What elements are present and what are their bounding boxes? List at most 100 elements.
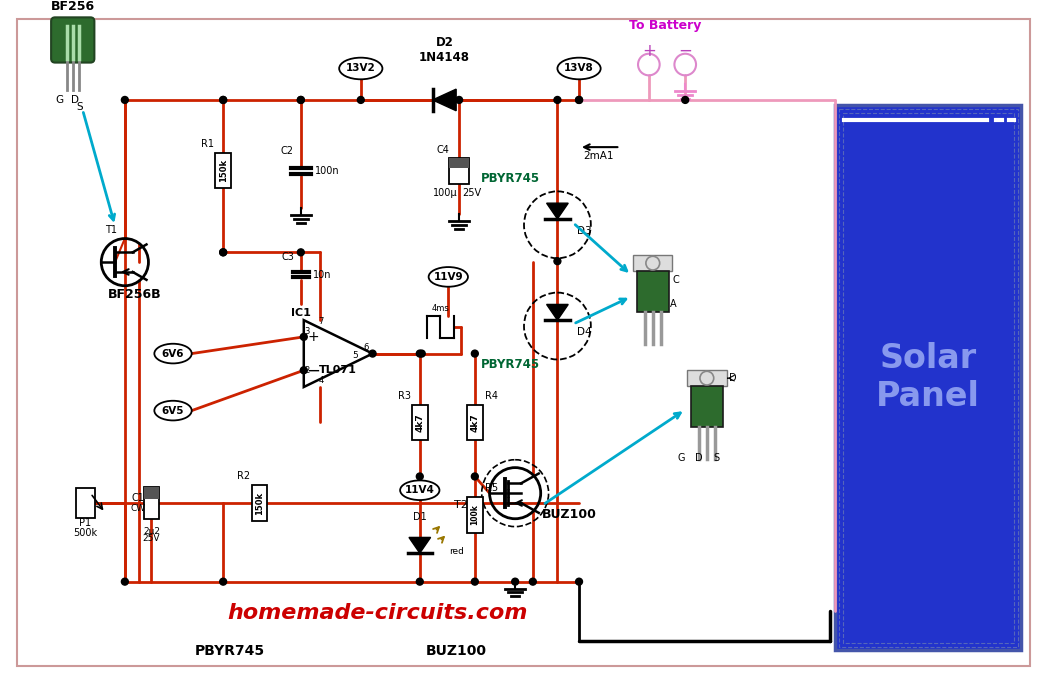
Text: 6V5: 6V5 xyxy=(162,405,184,416)
Text: 4ms: 4ms xyxy=(431,304,449,313)
Text: R2: R2 xyxy=(238,471,250,481)
Text: 25V: 25V xyxy=(462,188,482,199)
Ellipse shape xyxy=(154,401,192,420)
Circle shape xyxy=(121,96,129,103)
Circle shape xyxy=(300,334,307,340)
Text: 2μ2: 2μ2 xyxy=(142,527,160,536)
Text: P1: P1 xyxy=(80,517,91,527)
Bar xyxy=(449,158,469,184)
Polygon shape xyxy=(409,538,430,553)
Circle shape xyxy=(297,96,305,103)
Text: 10n: 10n xyxy=(313,270,331,280)
Polygon shape xyxy=(547,304,569,320)
Text: 2mA1: 2mA1 xyxy=(583,151,614,161)
Circle shape xyxy=(471,350,478,357)
Circle shape xyxy=(220,578,226,585)
Circle shape xyxy=(419,350,425,357)
Bar xyxy=(411,405,427,440)
Text: D: D xyxy=(71,95,79,105)
Text: 25V: 25V xyxy=(142,534,160,544)
Text: C1: C1 xyxy=(131,493,144,503)
Text: homemade-circuits.com: homemade-circuits.com xyxy=(227,603,528,623)
Circle shape xyxy=(300,367,307,374)
Text: BF256B: BF256B xyxy=(108,287,161,300)
Bar xyxy=(143,487,159,499)
Circle shape xyxy=(417,473,423,480)
Text: BUZ100: BUZ100 xyxy=(541,508,597,521)
Text: R4: R4 xyxy=(485,391,498,401)
Ellipse shape xyxy=(339,58,382,79)
Bar xyxy=(843,113,1013,643)
Circle shape xyxy=(512,578,518,585)
Circle shape xyxy=(220,96,226,103)
Bar xyxy=(839,108,1018,647)
Circle shape xyxy=(554,96,561,103)
Text: 4: 4 xyxy=(319,376,325,385)
Text: 100μ: 100μ xyxy=(432,188,458,199)
Circle shape xyxy=(682,96,689,103)
Ellipse shape xyxy=(400,481,440,500)
Text: 100n: 100n xyxy=(314,165,339,176)
FancyBboxPatch shape xyxy=(633,256,672,271)
Text: PBYR745: PBYR745 xyxy=(481,359,540,372)
Text: BUZ100: BUZ100 xyxy=(426,644,487,658)
Text: R5: R5 xyxy=(485,483,498,493)
Text: T2: T2 xyxy=(454,500,468,510)
Text: D1: D1 xyxy=(413,512,427,522)
Bar xyxy=(216,153,231,188)
Circle shape xyxy=(417,578,423,585)
Text: C2: C2 xyxy=(281,146,293,156)
Bar xyxy=(143,487,159,519)
Circle shape xyxy=(554,258,561,264)
Text: IC1: IC1 xyxy=(291,308,311,318)
Text: 13V2: 13V2 xyxy=(346,64,376,73)
Text: PBYR745: PBYR745 xyxy=(195,644,265,658)
Text: R3: R3 xyxy=(398,391,410,401)
Text: 2: 2 xyxy=(304,366,309,375)
Bar xyxy=(467,497,483,532)
Circle shape xyxy=(471,578,478,585)
Text: 4k7: 4k7 xyxy=(470,413,480,432)
Bar xyxy=(637,271,668,313)
Ellipse shape xyxy=(428,267,468,287)
Circle shape xyxy=(121,578,129,585)
Text: D2: D2 xyxy=(436,36,453,49)
Text: 150k: 150k xyxy=(255,492,264,515)
Text: 100k: 100k xyxy=(470,504,480,525)
Bar xyxy=(251,485,267,521)
Circle shape xyxy=(220,96,226,103)
Text: +: + xyxy=(308,330,319,344)
Circle shape xyxy=(576,578,582,585)
Bar xyxy=(834,105,1022,650)
Text: 3: 3 xyxy=(304,327,310,336)
Text: PBYR745: PBYR745 xyxy=(481,172,540,184)
Text: A: A xyxy=(669,300,676,309)
Text: 500k: 500k xyxy=(73,528,97,538)
FancyBboxPatch shape xyxy=(687,370,727,386)
Text: 11V4: 11V4 xyxy=(405,485,435,495)
Text: G: G xyxy=(677,453,685,463)
Text: D: D xyxy=(695,453,703,463)
Polygon shape xyxy=(547,203,569,219)
Circle shape xyxy=(370,350,376,357)
Text: S: S xyxy=(714,453,719,463)
Text: Solar
Panel: Solar Panel xyxy=(876,342,980,414)
Text: R1: R1 xyxy=(201,139,214,149)
Text: 150k: 150k xyxy=(219,159,227,182)
Text: 11V9: 11V9 xyxy=(433,272,463,282)
Circle shape xyxy=(455,96,463,103)
Circle shape xyxy=(357,96,364,103)
Text: D: D xyxy=(730,373,737,383)
Text: 5: 5 xyxy=(352,351,358,359)
Text: CW: CW xyxy=(130,504,146,513)
Text: G: G xyxy=(54,95,63,105)
Text: C: C xyxy=(672,275,680,285)
Circle shape xyxy=(297,249,305,256)
Circle shape xyxy=(576,96,582,103)
Circle shape xyxy=(576,96,582,103)
Circle shape xyxy=(220,249,226,256)
Polygon shape xyxy=(432,89,456,111)
Ellipse shape xyxy=(154,344,192,363)
Circle shape xyxy=(417,350,423,357)
Bar xyxy=(467,405,483,440)
